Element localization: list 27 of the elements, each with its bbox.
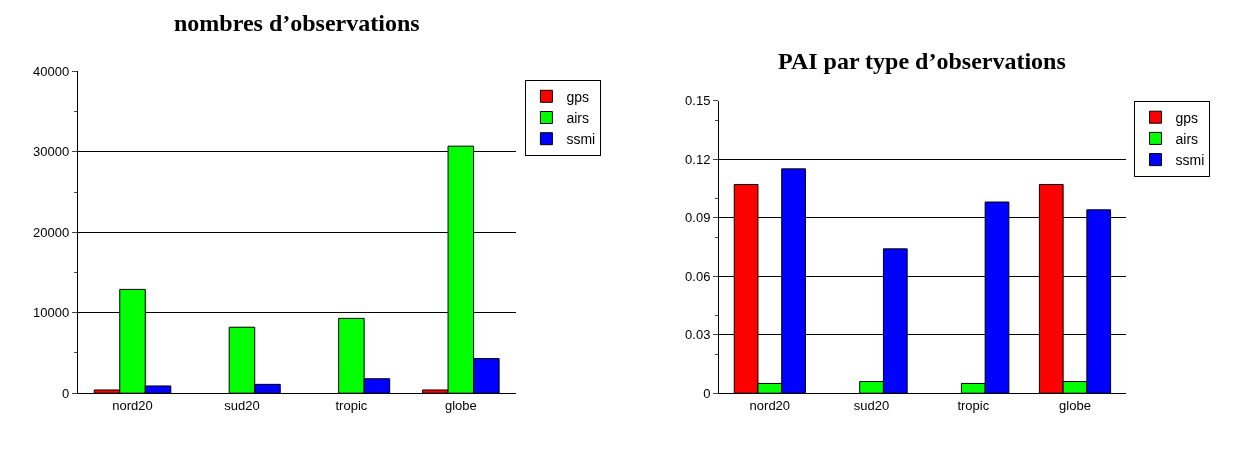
legend-label: airs	[1175, 130, 1199, 147]
y-tick-label: 0.15	[685, 93, 711, 109]
y-tick-label: 10000	[33, 305, 70, 321]
chart-title: nombres d’observations	[174, 10, 420, 36]
y-tick-label: 0	[61, 385, 70, 401]
legend-label: gps	[1175, 109, 1199, 126]
legend-label: ssmi	[566, 131, 596, 148]
x-tick-label: sud20	[224, 397, 260, 413]
y-tick-label: 0.09	[685, 210, 711, 226]
y-tick-label: 0.12	[685, 151, 711, 167]
x-tick-label: sud20	[853, 397, 890, 413]
y-tick-label: 40000	[33, 63, 70, 79]
legend-label: airs	[566, 109, 589, 126]
x-tick-label: globe	[1059, 397, 1091, 413]
legend-label: gps	[566, 88, 589, 105]
y-tick-label: 0.03	[685, 327, 711, 343]
chart-title: PAI par type d’observations	[778, 48, 1066, 74]
x-tick-label: tropic	[957, 397, 990, 413]
y-tick-label: 20000	[33, 224, 70, 240]
x-tick-label: globe	[444, 397, 477, 413]
legend-label: ssmi	[1175, 152, 1205, 169]
y-tick-label: 30000	[33, 144, 70, 160]
y-tick-label: 0	[703, 385, 711, 401]
x-tick-label: tropic	[335, 397, 368, 413]
x-tick-label: nord20	[749, 397, 791, 413]
x-tick-label: nord20	[112, 397, 153, 413]
y-tick-label: 0.06	[685, 268, 711, 284]
